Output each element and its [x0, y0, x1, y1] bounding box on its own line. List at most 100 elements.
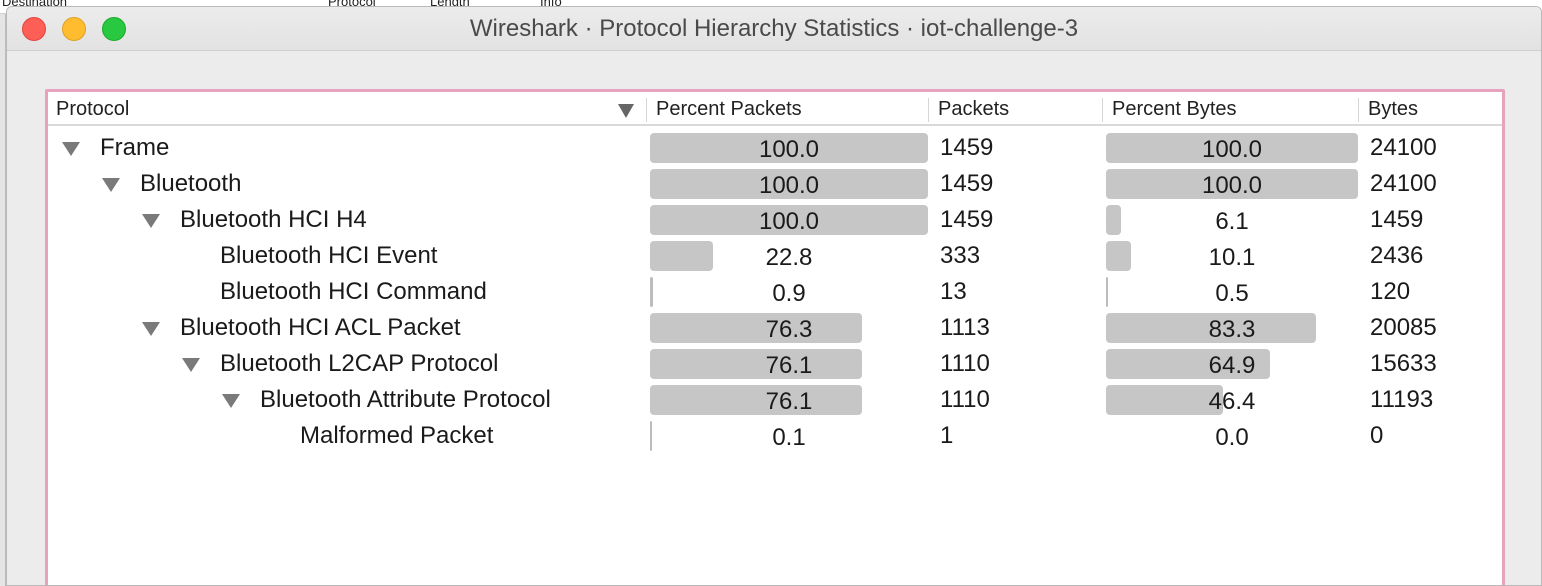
percent-packets-bar: 0.1	[650, 421, 928, 451]
tree-row[interactable]: Bluetooth Attribute Protocol 76.1 1110 46.4…	[48, 382, 1502, 418]
packets-count: 1110	[940, 386, 990, 413]
percent-packets-bar: 100.0	[650, 205, 928, 235]
percent-bytes-bar-fill	[1106, 349, 1270, 379]
tree-row[interactable]: Malformed Packet 0.1 1 0.0 0	[48, 418, 1502, 454]
column-divider[interactable]	[646, 98, 647, 122]
percent-packets-bar: 76.1	[650, 349, 928, 379]
packets-count: 1	[940, 422, 954, 449]
expander-triangle-icon[interactable]	[62, 142, 80, 156]
protocol-name: Bluetooth HCI Event	[220, 242, 438, 269]
percent-bytes-bar-fill	[1106, 385, 1223, 415]
tree-row[interactable]: Bluetooth HCI H4 100.0 1459 6.1 1459	[48, 202, 1502, 238]
protocol-hierarchy-window: Wireshark · Protocol Hierarchy Statistic…	[6, 6, 1542, 586]
bg-col-protocol: Protocol	[328, 0, 376, 9]
column-header-percent-packets[interactable]: Percent Packets	[648, 92, 928, 126]
tree-row[interactable]: Bluetooth 100.0 1459 100.0 24100	[48, 166, 1502, 202]
percent-packets-bar-label: 100.0	[758, 136, 820, 163]
percent-bytes-bar: 46.4	[1106, 385, 1358, 415]
percent-bytes-bar: 0.5	[1106, 277, 1358, 307]
percent-packets-bar: 76.3	[650, 313, 928, 343]
close-window-button[interactable]	[22, 17, 46, 41]
column-header-bytes[interactable]: Bytes	[1360, 92, 1500, 126]
percent-packets-bar-fill	[650, 169, 928, 199]
expander-triangle-icon[interactable]	[182, 358, 200, 372]
tree-row[interactable]: Bluetooth HCI Command 0.9 13 0.5 120	[48, 274, 1502, 310]
percent-bytes-bar-label: 0.0	[1215, 424, 1249, 451]
title-bar[interactable]: Wireshark · Protocol Hierarchy Statistic…	[7, 7, 1541, 51]
percent-bytes-bar: 10.1	[1106, 241, 1358, 271]
column-header-packets-label: Packets	[938, 98, 1010, 120]
bg-col-length: Length	[430, 0, 470, 9]
percent-packets-bar-fill	[650, 313, 863, 343]
percent-packets-bar-fill	[650, 385, 862, 415]
column-header-protocol-label: Protocol	[56, 98, 130, 120]
packets-count: 1110	[940, 350, 990, 377]
protocol-name: Bluetooth HCI H4	[180, 206, 367, 233]
percent-bytes-bar: 100.0	[1106, 169, 1358, 199]
percent-bytes-bar-label: 64.9	[1208, 352, 1256, 379]
protocol-name: Frame	[100, 134, 170, 161]
column-header-percent-bytes[interactable]: Percent Bytes	[1104, 92, 1358, 126]
column-header-protocol[interactable]: Protocol	[48, 92, 646, 126]
percent-packets-bar-label: 0.1	[772, 424, 806, 451]
column-header-bytes-label: Bytes	[1368, 98, 1419, 120]
percent-bytes-bar: 0.0	[1106, 421, 1358, 451]
percent-packets-bar-label: 76.1	[765, 388, 813, 415]
percent-packets-bar-fill	[650, 205, 928, 235]
percent-bytes-bar-fill	[1106, 241, 1132, 271]
tree-row[interactable]: Bluetooth HCI Event 22.8 333 10.1 2436	[48, 238, 1502, 274]
background-window-edge	[0, 14, 6, 586]
column-header-percent-packets-label: Percent Packets	[656, 98, 802, 120]
tree-row[interactable]: Frame 100.0 1459 100.0 24100	[48, 130, 1502, 166]
percent-bytes-bar-label: 100.0	[1201, 172, 1263, 199]
column-header-packets[interactable]: Packets	[930, 92, 1102, 126]
protocol-name: Malformed Packet	[300, 422, 494, 449]
column-divider[interactable]	[928, 98, 929, 122]
percent-bytes-bar: 64.9	[1106, 349, 1358, 379]
percent-packets-bar-label: 76.3	[765, 316, 813, 343]
packets-count: 1459	[940, 134, 994, 161]
percent-packets-bar-fill	[650, 421, 652, 451]
tree-row[interactable]: Bluetooth HCI ACL Packet 76.3 1113 83.3 2008…	[48, 310, 1502, 346]
percent-packets-bar-label: 0.9	[772, 280, 806, 307]
expander-triangle-icon[interactable]	[142, 214, 160, 228]
column-header-percent-bytes-label: Percent Bytes	[1112, 98, 1237, 120]
bg-col-info: Info	[540, 0, 562, 9]
zoom-window-button[interactable]	[102, 17, 126, 41]
protocol-hierarchy-tree[interactable]: Protocol Percent Packets Packets Percent…	[45, 89, 1505, 585]
protocol-name: Bluetooth	[140, 170, 242, 197]
protocol-name: Bluetooth L2CAP Protocol	[220, 350, 499, 377]
packets-count: 1459	[940, 170, 994, 197]
sort-descending-icon	[618, 104, 634, 118]
percent-packets-bar: 0.9	[650, 277, 928, 307]
percent-bytes-bar-label: 46.4	[1208, 388, 1256, 415]
percent-packets-bar-label: 22.8	[765, 244, 813, 271]
percent-bytes-bar: 6.1	[1106, 205, 1358, 235]
percent-packets-bar: 100.0	[650, 133, 928, 163]
tree-row[interactable]: Bluetooth L2CAP Protocol 76.1 1110 64.9 1563…	[48, 346, 1502, 382]
percent-packets-bar: 22.8	[650, 241, 928, 271]
percent-packets-bar-label: 100.0	[758, 172, 820, 199]
column-divider[interactable]	[1358, 98, 1359, 122]
packets-count: 333	[940, 242, 981, 269]
percent-packets-bar-fill	[650, 277, 653, 307]
percent-packets-bar-fill	[650, 133, 928, 163]
bytes-count: 1459	[1370, 206, 1424, 233]
protocol-name: Bluetooth HCI ACL Packet	[180, 314, 461, 341]
percent-bytes-bar-fill	[1106, 205, 1122, 235]
minimize-window-button[interactable]	[62, 17, 86, 41]
percent-bytes-bar-label: 6.1	[1215, 208, 1249, 235]
bytes-count: 24100	[1370, 134, 1437, 161]
window-title: Wireshark · Protocol Hierarchy Statistic…	[469, 15, 1079, 42]
expander-triangle-icon[interactable]	[102, 178, 120, 192]
packets-count: 13	[940, 278, 967, 305]
bytes-count: 24100	[1370, 170, 1437, 197]
expander-triangle-icon[interactable]	[222, 394, 240, 408]
percent-packets-bar: 100.0	[650, 169, 928, 199]
bytes-count: 0	[1370, 422, 1384, 449]
column-divider[interactable]	[1102, 98, 1103, 122]
bytes-count: 11193	[1370, 386, 1434, 413]
percent-packets-bar-label: 100.0	[758, 208, 820, 235]
expander-triangle-icon[interactable]	[142, 322, 160, 336]
percent-bytes-bar-label: 83.3	[1208, 316, 1256, 343]
